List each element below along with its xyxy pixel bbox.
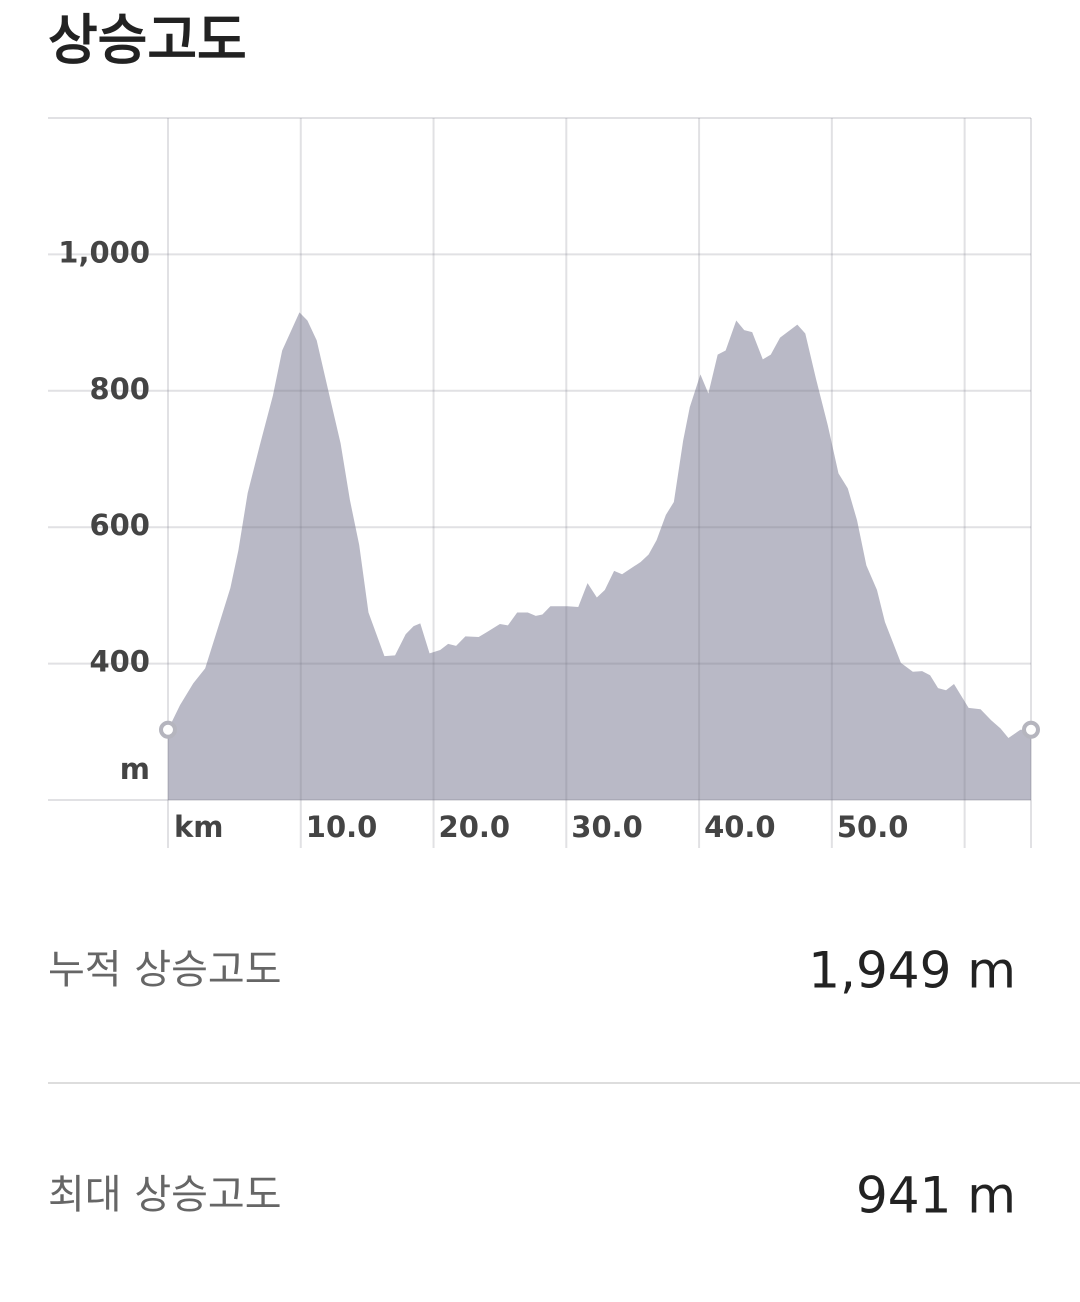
x-tick-label: 40.0	[704, 810, 776, 844]
stat-label: 최대 상승고도	[48, 1172, 282, 1218]
stat-label: 누적 상승고도	[48, 947, 282, 993]
x-tick-label: 20.0	[439, 810, 511, 844]
x-tick-label: 10.0	[306, 810, 378, 844]
stat-value: 941 m	[856, 1167, 1016, 1225]
y-tick-label: 400	[89, 645, 150, 679]
x-tick-label: 50.0	[837, 810, 909, 844]
end-point	[1022, 720, 1040, 739]
chart: 400 600 800 1,000 10.0 20.0 30.0 40.0 50.0 kmm	[48, 117, 1040, 848]
y-tick-label: 800	[89, 372, 150, 406]
y-tick-label: 1,000	[58, 235, 150, 269]
x-tick-label: 30.0	[571, 810, 643, 844]
end-point	[159, 720, 177, 739]
x-axis-label: km	[174, 810, 224, 844]
stat-value: 1,949 m	[808, 942, 1016, 1000]
y-tick-label: 600	[89, 508, 150, 542]
elevation-area	[168, 312, 1031, 800]
y-axis-label: m	[120, 752, 150, 786]
title: 상승고도	[48, 9, 247, 72]
